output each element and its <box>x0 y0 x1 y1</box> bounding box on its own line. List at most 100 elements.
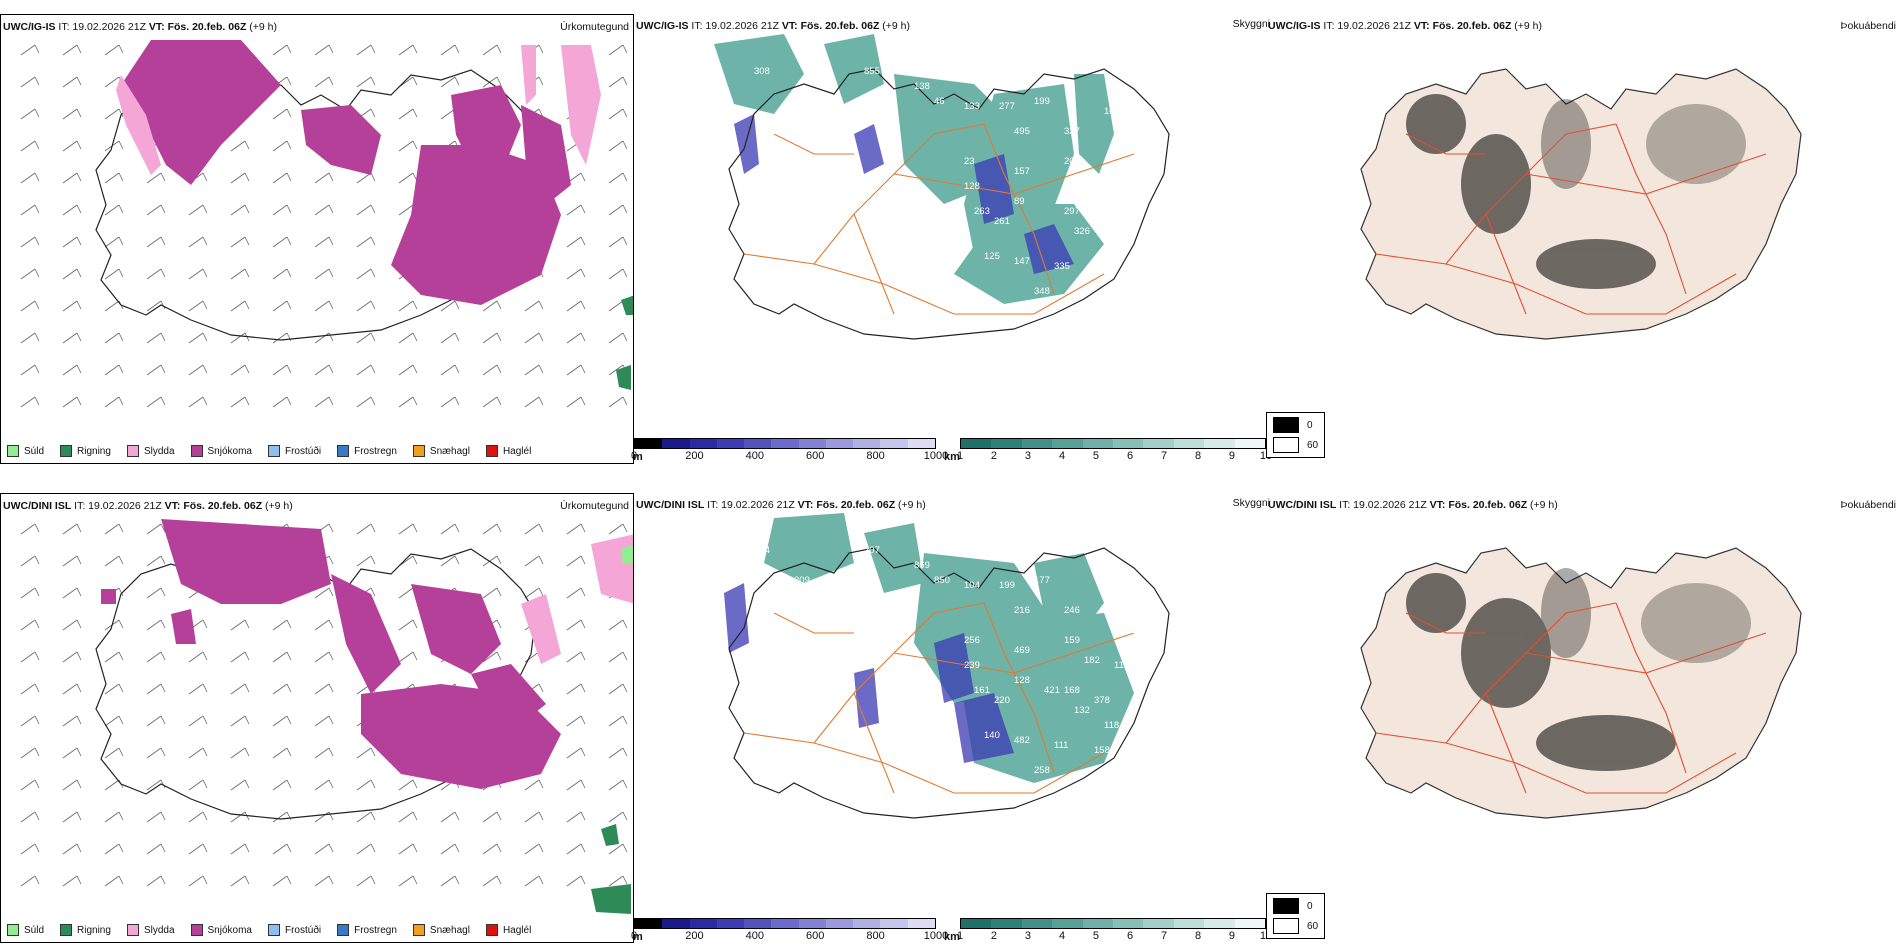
wind-barb <box>20 523 40 535</box>
visibility-value: 140 <box>984 730 1000 741</box>
wind-barb <box>524 875 544 887</box>
colorbar-tick: 800 <box>866 930 885 942</box>
legend-item: Haglél <box>485 445 531 457</box>
visibility-value: 112 <box>744 181 759 192</box>
colorbar-cell <box>744 919 772 928</box>
legend-swatch <box>7 924 19 936</box>
visibility-value: 199 <box>1034 96 1050 107</box>
wind-barb <box>62 332 82 344</box>
wind-barb <box>146 332 166 344</box>
wind-barb <box>440 523 460 535</box>
wind-barb <box>272 364 292 376</box>
wind-barb <box>62 268 82 280</box>
wind-barb <box>482 364 502 376</box>
wind-barb <box>314 683 334 695</box>
wind-barb <box>314 747 334 759</box>
visibility-value: 161 <box>974 685 990 696</box>
wind-barb <box>188 300 208 312</box>
colorbar-tick: 3 <box>1024 930 1032 942</box>
wind-barb <box>230 715 250 727</box>
panel-field-label: Þokuábendi <box>1840 20 1896 32</box>
wind-barb <box>104 236 124 248</box>
panel-field-label: Skyggni <box>1232 497 1270 509</box>
sleet-areas <box>116 45 601 175</box>
wind-barb <box>356 811 376 823</box>
visibility-panel-top: UWC/IG-IS IT: 19.02.2026 21Z VT: Fös. 20… <box>634 14 1274 464</box>
wind-barb <box>398 523 418 535</box>
wind-barb <box>230 779 250 791</box>
wind-barb <box>104 300 124 312</box>
wind-barb <box>482 300 502 312</box>
colorbar-tick: 2 <box>990 450 998 462</box>
legend-item: Haglél <box>485 924 532 936</box>
legend-label: Súld <box>24 924 45 936</box>
fog-legend-item: 0 <box>1273 898 1318 914</box>
wind-barb <box>314 587 334 599</box>
road <box>1485 692 1527 794</box>
wind-barb <box>20 683 40 695</box>
road <box>983 602 1055 774</box>
colorbar-tick: 8 <box>1194 930 1202 942</box>
road <box>853 692 895 794</box>
wind-barb <box>20 651 40 663</box>
wind-barb <box>356 523 376 535</box>
wind-barb <box>20 587 40 599</box>
visibility-value: 108 <box>1084 176 1100 187</box>
wind-barb <box>146 619 166 631</box>
colorbar-cell <box>1143 439 1174 448</box>
wind-barb <box>524 555 544 567</box>
wind-barb <box>104 555 124 567</box>
wind-barb <box>230 747 250 759</box>
visibility-value: 177 <box>1034 575 1050 586</box>
wind-barb <box>104 364 124 376</box>
colorbar-tick: 1 <box>956 450 964 462</box>
visibility-value: 220 <box>994 695 1010 706</box>
fog-legend-swatch <box>1273 437 1299 453</box>
wind-barb <box>608 619 628 631</box>
wind-barb <box>104 396 124 408</box>
wind-barb <box>20 332 40 344</box>
wind-barb <box>146 204 166 216</box>
wind-barb <box>608 76 628 88</box>
wind-barb <box>398 619 418 631</box>
wind-barb <box>20 44 40 56</box>
wind-barb <box>566 332 586 344</box>
colorbar-cell <box>907 919 935 928</box>
wind-barb <box>104 715 124 727</box>
wind-barb <box>398 651 418 663</box>
road <box>1485 213 1527 315</box>
fog-legend-label: 0 <box>1307 900 1313 912</box>
wind-barb <box>272 683 292 695</box>
legend-label: Haglél <box>502 924 532 936</box>
wind-barb <box>314 619 334 631</box>
wind-barb <box>566 300 586 312</box>
wind-barb <box>356 779 376 791</box>
wind-barb <box>104 44 124 56</box>
wind-barb <box>62 683 82 695</box>
wind-barb <box>146 236 166 248</box>
wind-barb <box>524 779 544 791</box>
colorbar-tick: 7 <box>1160 930 1168 942</box>
colorbar-cell <box>1052 439 1083 448</box>
road <box>1375 253 1737 315</box>
wind-barb <box>62 140 82 152</box>
fog-legend-swatch <box>1273 898 1299 914</box>
colorbar-cell <box>689 919 717 928</box>
rain-areas <box>616 295 633 390</box>
wind-barb <box>188 204 208 216</box>
visibility-value: 44 <box>884 685 895 696</box>
wind-barb <box>146 651 166 663</box>
wind-barb <box>398 332 418 344</box>
visibility-value: 89 <box>1014 196 1025 207</box>
legend-label: Slydda <box>143 445 175 457</box>
wind-barb <box>62 747 82 759</box>
colorbar-cell <box>1021 919 1053 928</box>
precip-panel-top: UWC/IG-IS IT: 19.02.2026 21Z VT: Fös. 20… <box>0 14 634 464</box>
wind-barb <box>398 172 418 184</box>
legend-item: Súld <box>7 445 44 457</box>
visibility-value: 155 <box>764 166 780 177</box>
wind-barb <box>20 236 40 248</box>
wind-barb <box>440 44 460 56</box>
wind-barb <box>398 140 418 152</box>
wind-barb <box>20 619 40 631</box>
